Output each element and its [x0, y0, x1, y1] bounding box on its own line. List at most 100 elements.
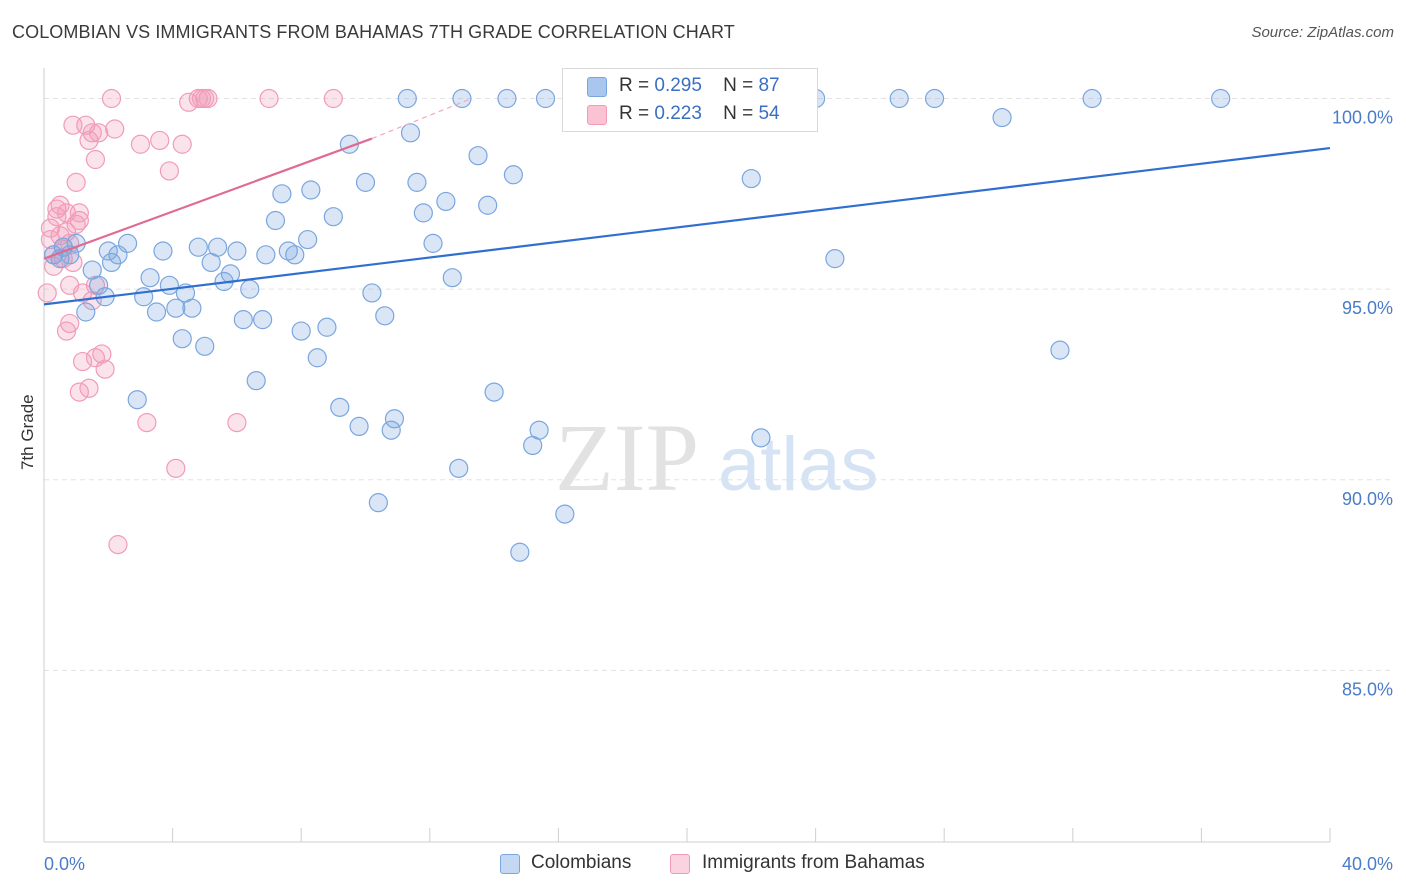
colombians-point	[208, 237, 228, 257]
colombians-point	[227, 241, 247, 261]
colombians-point	[510, 542, 530, 562]
bahamas-points	[37, 88, 343, 555]
colombians-point	[468, 146, 488, 166]
colombians-point	[355, 172, 376, 192]
colombians-point	[272, 184, 292, 204]
bahamas-point	[259, 88, 279, 109]
bahamas-point	[105, 119, 125, 139]
bahamas-point	[69, 210, 89, 231]
bahamas-trend-line	[43, 137, 373, 260]
bahamas-point	[82, 123, 102, 143]
colombians-point	[478, 195, 498, 215]
y-tick-label: 85.0%	[1342, 679, 1393, 699]
bahamas-point	[79, 378, 99, 398]
bahamas-point	[323, 88, 343, 109]
bottom-bahamas-swatch	[670, 854, 690, 874]
colombians-trend-line	[43, 146, 1331, 306]
bahamas-n-value: 54	[758, 103, 780, 124]
bahamas-point	[69, 382, 89, 402]
bottom-colombians-swatch	[500, 854, 520, 874]
watermark-atlas: atlas	[718, 422, 879, 507]
colombians-point	[442, 268, 462, 288]
r-label: R =	[619, 103, 650, 124]
colombians-point	[924, 88, 945, 109]
colombians-point	[330, 397, 350, 417]
colombians-point	[529, 420, 549, 440]
colombians-point	[349, 416, 369, 437]
bahamas-swatch	[587, 105, 607, 125]
x-tick-label-min: 0.0%	[44, 854, 85, 874]
bahamas-point	[108, 535, 128, 555]
colombians-point	[825, 249, 845, 269]
colombians-point	[423, 233, 443, 253]
colombians-point	[301, 180, 321, 200]
colombians-point	[256, 245, 276, 265]
colombians-point	[323, 207, 343, 227]
bahamas-point	[89, 123, 109, 143]
colombians-point	[555, 504, 575, 524]
bahamas-point	[37, 283, 57, 303]
bahamas-point	[66, 172, 86, 192]
colombians-point	[127, 390, 147, 410]
colombians-point	[98, 241, 118, 261]
colombians-point	[992, 107, 1012, 128]
colombians-point	[195, 336, 215, 356]
colombians-point	[400, 123, 421, 143]
colombians-point	[413, 203, 433, 223]
colombians-point	[484, 382, 504, 402]
bottom-legend-bahamas: Immigrants from Bahamas	[702, 852, 925, 873]
colombians-point	[452, 88, 472, 109]
bahamas-point	[198, 88, 218, 109]
colombians-point	[1082, 88, 1102, 109]
colombians-point	[89, 275, 109, 295]
y-tick-label: 100.0%	[1332, 108, 1393, 128]
colombians-point	[146, 302, 167, 322]
bahamas-point	[166, 458, 186, 478]
x-tick-label-max: 40.0%	[1342, 854, 1393, 874]
colombians-n-value: 87	[758, 75, 780, 96]
r-label: R =	[619, 75, 650, 96]
colombians-point	[253, 310, 273, 330]
colombians-point	[503, 165, 523, 185]
colombians-point	[291, 321, 311, 341]
colombians-point	[159, 275, 179, 295]
colombians-point	[1211, 88, 1231, 109]
bahamas-point	[44, 256, 64, 276]
colombians-point	[449, 458, 469, 478]
bahamas-r-value: 0.223	[654, 103, 702, 124]
colombians-points	[44, 88, 1231, 562]
colombians-point	[220, 264, 241, 284]
colombians-point	[101, 252, 122, 273]
colombians-point	[397, 88, 417, 109]
colombians-point	[246, 371, 266, 391]
tick-labels: 100.0% 95.0% 90.0% 85.0% 0.0% 40.0%	[44, 108, 1393, 874]
colombians-point	[233, 310, 253, 330]
bahamas-point	[69, 203, 89, 223]
legend-row-colombians: R = 0.295 N = 87	[619, 75, 780, 97]
colombians-point	[240, 279, 260, 299]
colombians-point	[436, 191, 456, 212]
y-tick-label: 90.0%	[1342, 489, 1393, 509]
colombians-point	[307, 348, 327, 368]
bahamas-point	[60, 313, 80, 334]
colombians-swatch	[587, 77, 607, 97]
colombians-point	[407, 172, 427, 192]
legend-row-bahamas: R = 0.223 N = 54	[619, 103, 780, 125]
colombians-point	[751, 428, 771, 448]
bahamas-point	[50, 195, 70, 215]
bahamas-point	[172, 134, 192, 154]
bahamas-trend-extension	[371, 97, 472, 140]
colombians-point	[285, 245, 305, 265]
bahamas-point	[72, 351, 93, 372]
watermark: ZIP atlas	[555, 404, 879, 511]
bottom-legend-colombians: Colombians	[531, 852, 632, 873]
bahamas-point	[92, 344, 112, 364]
colombians-point	[317, 317, 337, 337]
bahamas-point	[227, 412, 247, 433]
colombians-point	[741, 168, 761, 189]
bahamas-point	[85, 149, 106, 170]
colombians-point	[117, 233, 138, 253]
bahamas-point	[150, 130, 170, 151]
colombians-point	[172, 329, 192, 349]
